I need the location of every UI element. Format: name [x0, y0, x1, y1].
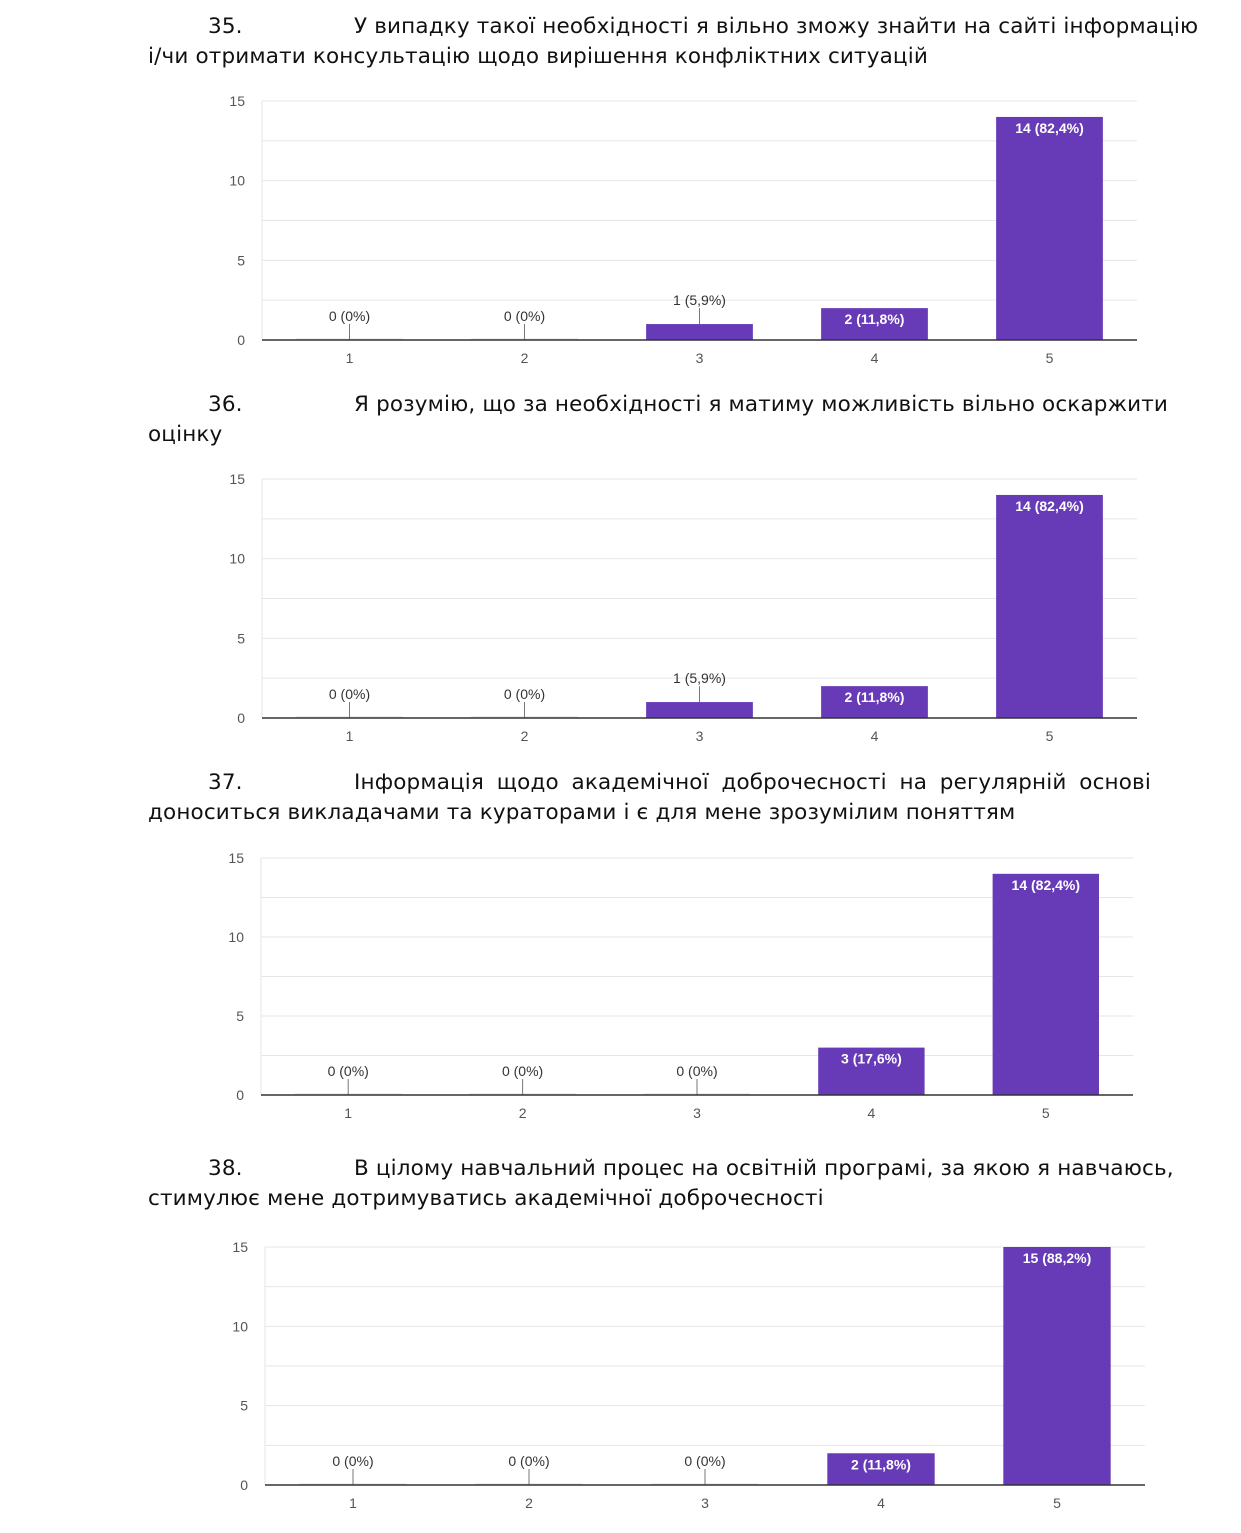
x-tick-label: 1: [344, 1105, 352, 1121]
question-37: 37. Інформація щодо академічної доброчес…: [148, 768, 1151, 828]
data-label: 3 (17,6%): [841, 1051, 902, 1067]
x-tick-label: 2: [521, 728, 529, 744]
y-tick-label: 0: [237, 332, 245, 348]
question-38: 38. В цілому навчальний процес на освітн…: [148, 1154, 1174, 1214]
bar: [646, 702, 753, 718]
y-tick-label: 0: [237, 710, 245, 726]
data-label: 0 (0%): [676, 1063, 717, 1079]
question-text-line2: і/чи отримати консультацію щодо вирішенн…: [148, 44, 928, 69]
bar: [996, 494, 1103, 718]
gridlines: [262, 478, 1137, 679]
bar-chart-35: 0 5 10 15 0 (0%) 1 0 (0%) 2 1 (5,9%) 3 2 (11,8%) 4 1…: [229, 93, 1137, 366]
bar: [992, 873, 1099, 1095]
x-tick-label: 3: [696, 350, 704, 366]
data-label: 0 (0%): [329, 308, 370, 324]
data-label: 1 (5,9%): [673, 292, 726, 308]
y-tick-label: 15: [232, 1239, 248, 1255]
question-35: 35. У випадку такої необхідності я вільн…: [148, 12, 1198, 72]
y-tick-label: 5: [240, 1398, 248, 1414]
question-text-line2: оцінку: [148, 422, 223, 447]
question-text-line1: У випадку такої необхідності я вільно зм…: [354, 14, 1199, 39]
x-tick-label: 2: [519, 1105, 527, 1121]
x-tick-label: 3: [696, 728, 704, 744]
question-number: 38.: [208, 1156, 243, 1181]
x-tick-label: 2: [525, 1495, 533, 1511]
y-tick-label: 0: [236, 1087, 244, 1103]
y-tick-label: 15: [229, 471, 245, 487]
question-text-line2: доноситься викладачами та кураторами і є…: [148, 800, 1016, 825]
y-tick-label: 10: [228, 929, 244, 945]
data-label: 0 (0%): [508, 1453, 549, 1469]
question-text-line1: Інформація щодо академічної доброчесност…: [354, 770, 1151, 795]
x-tick-label: 5: [1046, 350, 1054, 366]
bar: [827, 1453, 935, 1485]
y-tick-label: 0: [240, 1477, 248, 1493]
question-text-line2: стимулює мене дотримуватись академічної …: [148, 1186, 824, 1211]
question-text-line1: Я розумію, що за необхідності я матиму м…: [354, 392, 1169, 417]
gridlines: [262, 100, 1137, 301]
x-tick-label: 4: [877, 1495, 885, 1511]
x-tick-label: 4: [868, 1105, 876, 1121]
x-tick-label: 1: [346, 728, 354, 744]
data-label: 0 (0%): [332, 1453, 373, 1469]
bar: [821, 308, 928, 340]
question-36: 36. Я розумію, що за необхідності я мати…: [148, 390, 1168, 450]
data-label: 2 (11,8%): [845, 689, 905, 705]
question-number: 37.: [208, 770, 243, 795]
question-number: 36.: [208, 392, 243, 417]
data-label: 14 (82,4%): [1015, 498, 1083, 514]
x-tick-label: 1: [349, 1495, 357, 1511]
data-label: 2 (11,8%): [851, 1456, 911, 1472]
data-label: 0 (0%): [684, 1453, 725, 1469]
data-label: 0 (0%): [504, 686, 545, 702]
x-tick-label: 3: [701, 1495, 709, 1511]
y-tick-label: 15: [228, 850, 244, 866]
y-tick-label: 5: [237, 252, 245, 268]
question-text-line1: В цілому навчальний процес на освітній п…: [354, 1156, 1174, 1181]
x-tick-label: 1: [346, 350, 354, 366]
x-tick-label: 3: [693, 1105, 701, 1121]
data-label: 1 (5,9%): [673, 670, 726, 686]
y-tick-label: 5: [236, 1008, 244, 1024]
y-tick-label: 10: [229, 551, 245, 567]
data-label: 2 (11,8%): [845, 311, 905, 327]
bar: [818, 1047, 925, 1095]
x-tick-label: 2: [521, 350, 529, 366]
x-tick-label: 5: [1053, 1495, 1061, 1511]
x-tick-label: 4: [871, 728, 879, 744]
data-label: 15 (88,2%): [1023, 1250, 1091, 1266]
bar: [646, 324, 753, 340]
y-tick-label: 5: [237, 630, 245, 646]
bar: [996, 116, 1103, 340]
bar-chart-37: 0 5 10 15 0 (0%) 1 0 (0%) 2 0 (0%) 3 3 (17,6%) 4 14 …: [228, 850, 1133, 1121]
data-label: 0 (0%): [504, 308, 545, 324]
x-tick-label: 5: [1046, 728, 1054, 744]
y-tick-label: 15: [229, 93, 245, 109]
data-label: 0 (0%): [329, 686, 370, 702]
bar: [1003, 1247, 1111, 1485]
data-label: 14 (82,4%): [1015, 120, 1083, 136]
x-tick-label: 4: [871, 350, 879, 366]
gridlines: [261, 857, 1133, 1056]
question-number: 35.: [208, 14, 243, 39]
y-tick-label: 10: [229, 173, 245, 189]
y-tick-label: 10: [232, 1318, 248, 1334]
bar: [821, 686, 928, 718]
data-label: 14 (82,4%): [1012, 877, 1080, 893]
x-tick-label: 5: [1042, 1105, 1050, 1121]
bar-chart-38: 0 5 10 15 0 (0%) 1 0 (0%) 2 0 (0%) 3 2 (11,8%) 4 15 …: [232, 1239, 1145, 1511]
data-label: 0 (0%): [502, 1063, 543, 1079]
bar-chart-36: 0 5 10 15 0 (0%) 1 0 (0%) 2 1 (5,9%) 3 2 (11,8%) 4 1…: [229, 471, 1137, 744]
data-label: 0 (0%): [328, 1063, 369, 1079]
gridlines: [265, 1246, 1145, 1446]
